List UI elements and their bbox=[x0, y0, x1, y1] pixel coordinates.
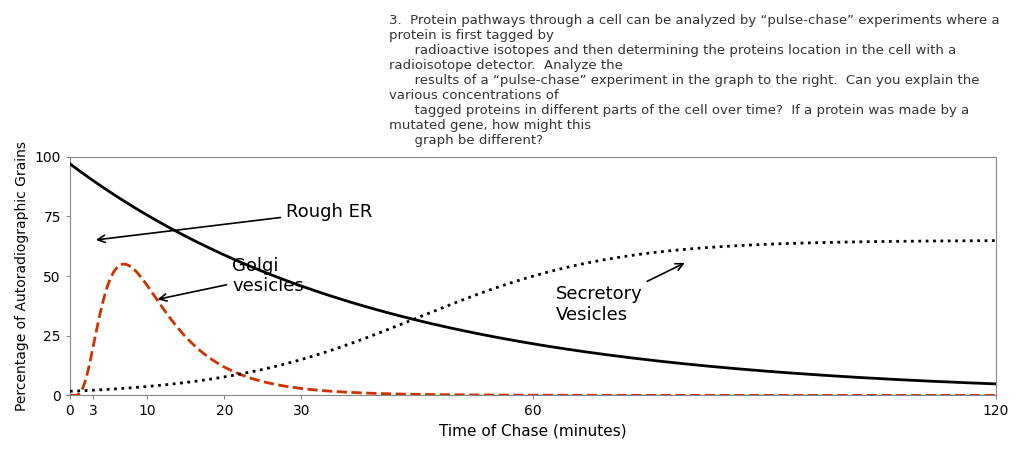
Text: Secretory
Vesicles: Secretory Vesicles bbox=[556, 264, 683, 324]
X-axis label: Time of Chase (minutes): Time of Chase (minutes) bbox=[439, 424, 627, 439]
Text: Rough ER: Rough ER bbox=[97, 202, 373, 242]
Y-axis label: Percentage of Autoradiographic Grains: Percentage of Autoradiographic Grains bbox=[15, 141, 29, 411]
Text: Golgi
vesicles: Golgi vesicles bbox=[160, 257, 304, 301]
Text: 3.  Protein pathways through a cell can be analyzed by “pulse-chase” experiments: 3. Protein pathways through a cell can b… bbox=[389, 14, 999, 147]
